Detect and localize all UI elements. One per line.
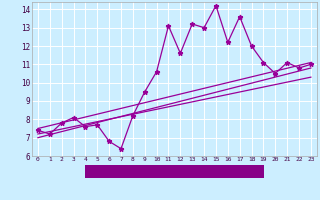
X-axis label: Windchill (Refroidissement éolien,°C): Windchill (Refroidissement éolien,°C) [89, 167, 260, 176]
